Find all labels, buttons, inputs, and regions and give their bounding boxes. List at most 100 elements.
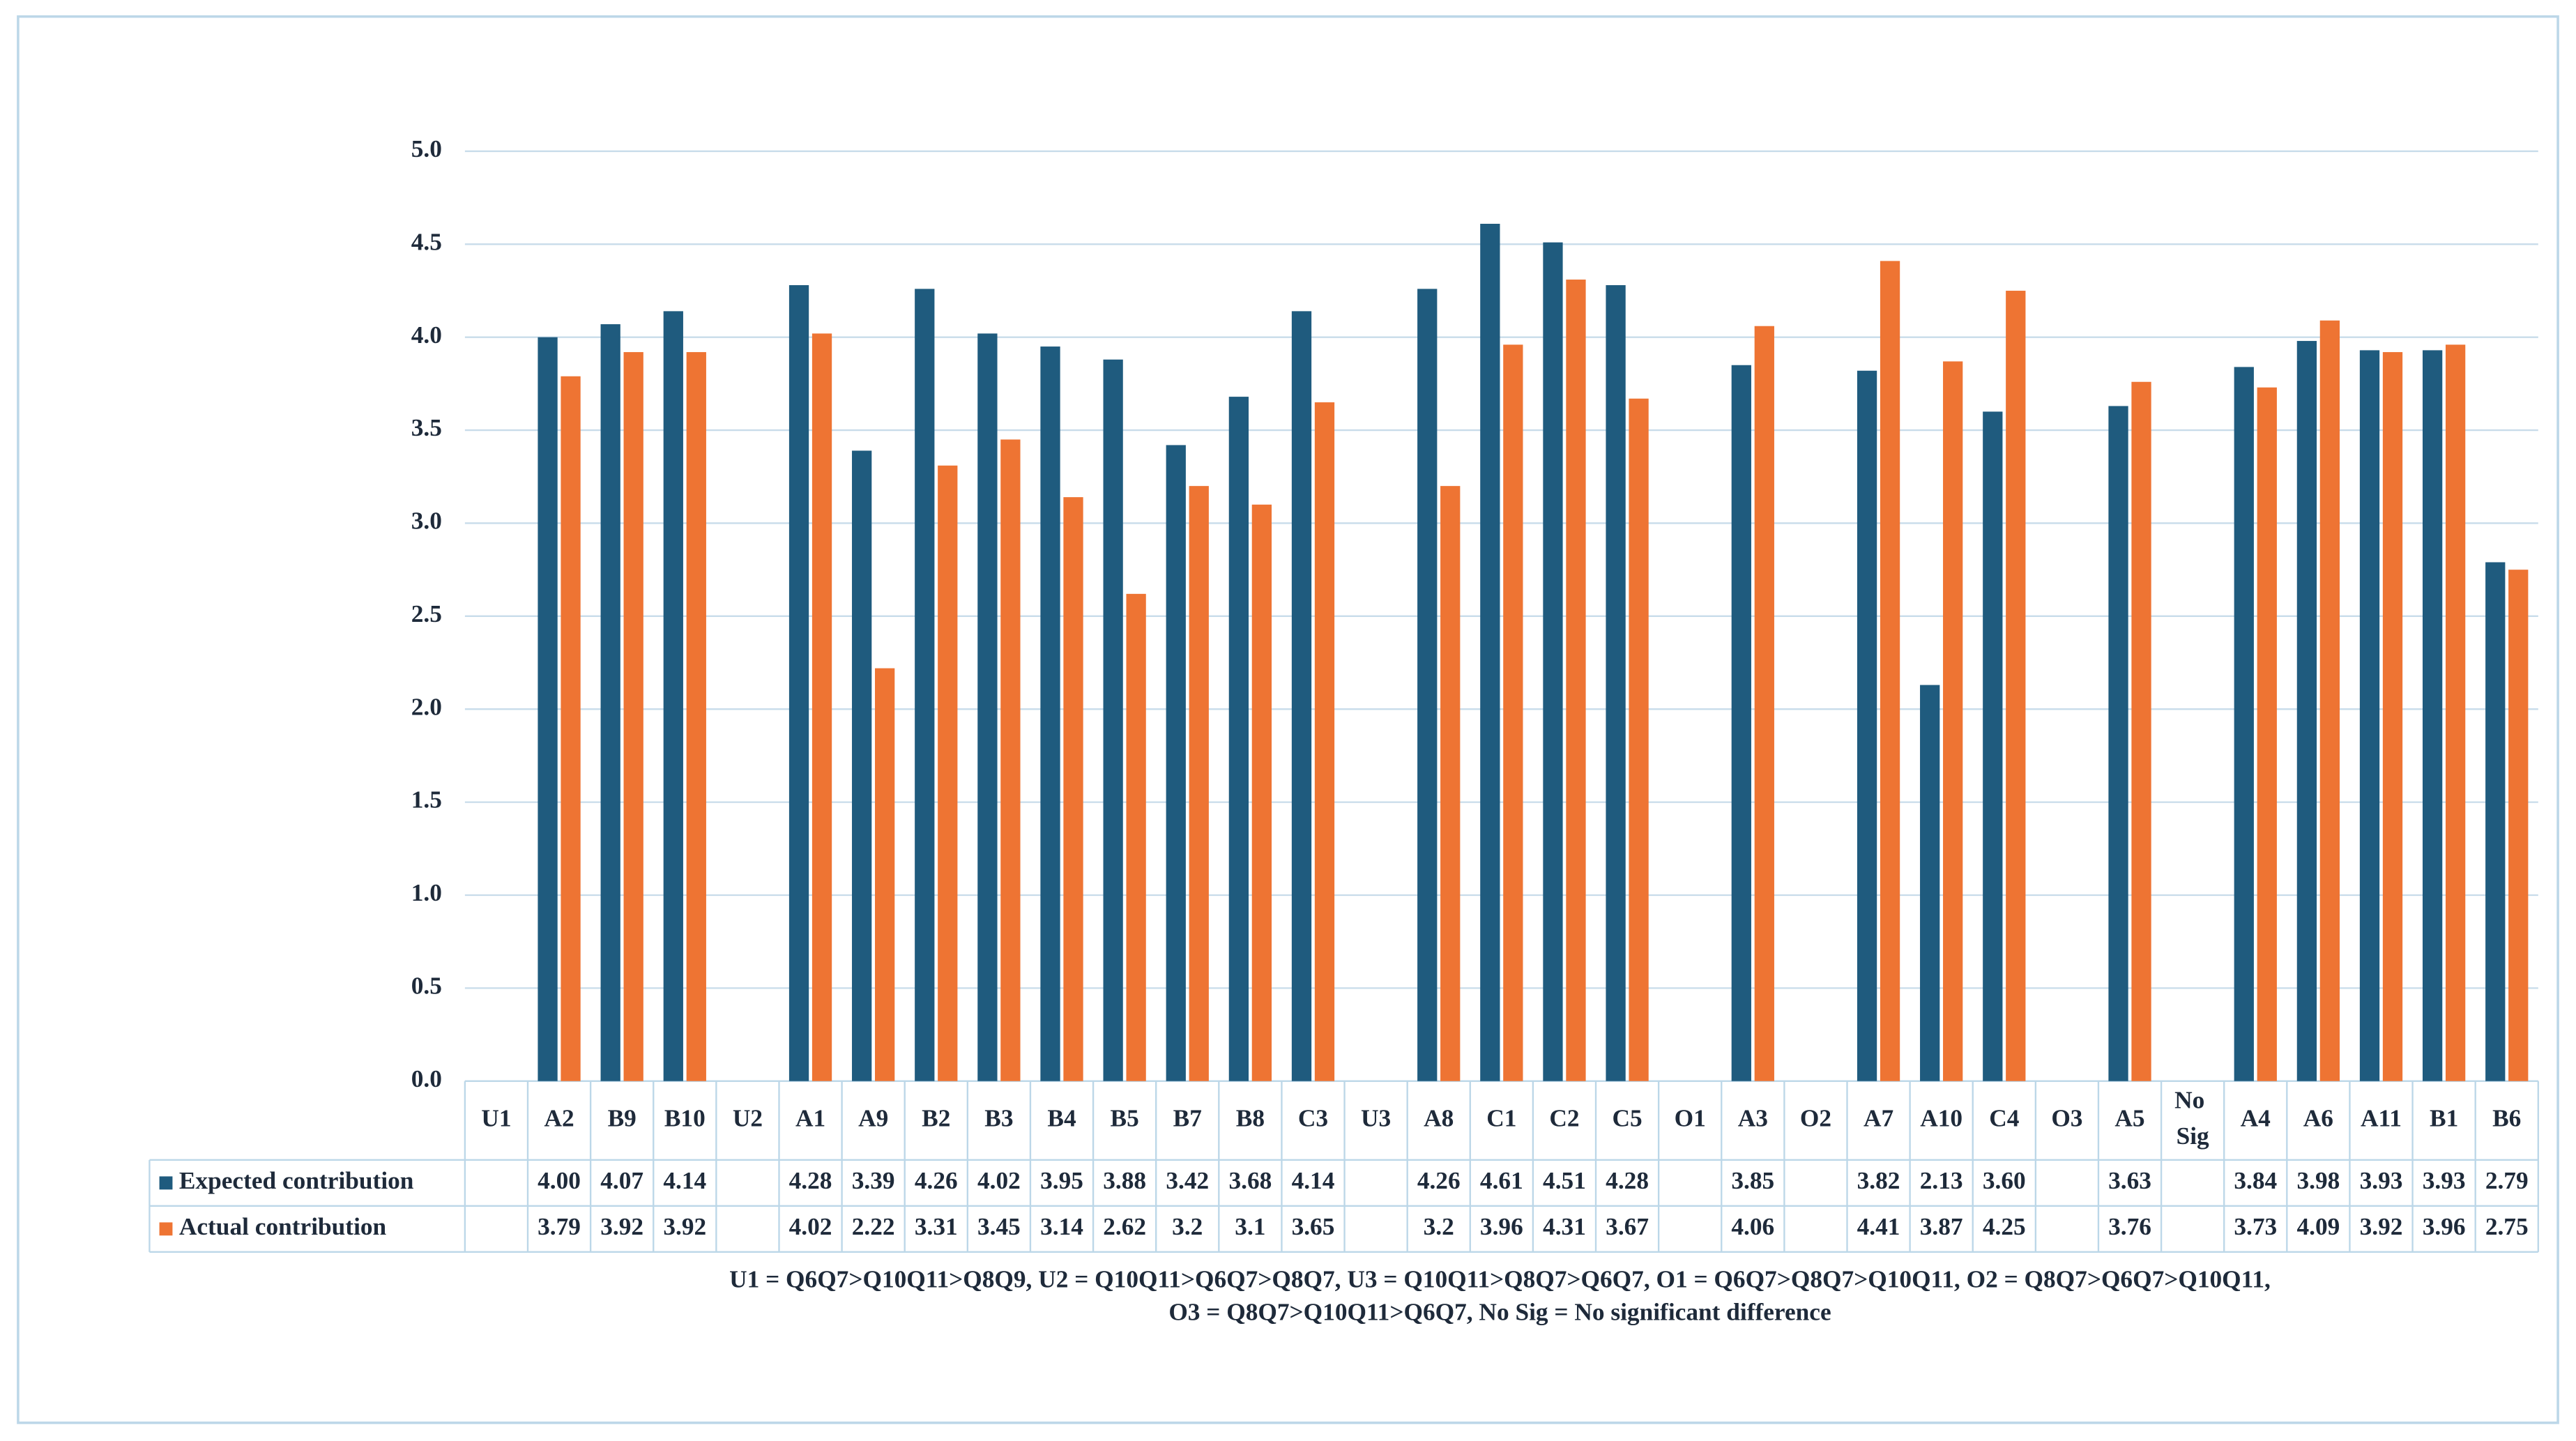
data-label: 4.41 [1857,1213,1900,1240]
bar [2257,387,2277,1081]
data-label: 3.65 [1292,1213,1335,1240]
bar [1606,285,1626,1081]
data-label: 4.02 [789,1213,832,1240]
y-tick-label: 4.0 [411,321,442,349]
data-label: 3.82 [1857,1167,1900,1194]
data-label: 3.2 [1172,1213,1203,1240]
data-label: 3.85 [1731,1167,1774,1194]
bar [538,337,558,1081]
bar [2485,562,2506,1081]
bar [1983,411,2003,1081]
data-label: 4.31 [1543,1213,1586,1240]
data-label: 4.02 [977,1167,1021,1194]
data-label: 4.28 [789,1167,832,1194]
x-tick-label: A7 [1864,1104,1893,1131]
x-tick-label: A3 [1738,1104,1768,1131]
x-tick-label: No Sig [2174,1086,2211,1150]
data-label: 4.51 [1543,1167,1586,1194]
data-label: 3.14 [1040,1213,1083,1240]
x-tick-label: B10 [664,1104,706,1131]
x-tick-label: B7 [1173,1104,1202,1131]
bar [1251,504,1272,1081]
legend-label: Actual contribution [179,1213,387,1240]
x-tick-label: O2 [1800,1104,1831,1131]
bar [1314,402,1335,1081]
x-tick-label: B4 [1047,1104,1076,1131]
data-label: 3.42 [1166,1167,1209,1194]
data-label: 3.79 [538,1213,581,1240]
x-tick-label: B5 [1111,1104,1139,1131]
y-tick-label: 2.0 [411,693,442,720]
data-label: 4.06 [1731,1213,1774,1240]
bar [2382,352,2403,1081]
x-tick-label: B6 [2492,1104,2521,1131]
bar [1040,346,1060,1081]
bar [686,352,706,1081]
y-tick-label: 3.0 [411,508,442,535]
bar [811,333,832,1081]
x-tick-label: A11 [2361,1104,2402,1131]
data-label: 3.76 [2108,1213,2151,1240]
data-label: 2.13 [1920,1167,1963,1194]
x-tick-label: B2 [922,1104,950,1131]
data-label: 3.39 [852,1167,895,1194]
data-label: 4.14 [1292,1167,1335,1194]
bar [2006,291,2026,1081]
bar [1000,439,1021,1081]
bar [1063,497,1083,1081]
bar [2445,344,2466,1081]
bar [1440,486,1461,1081]
bar [977,333,998,1081]
data-label: 3.63 [2108,1167,2151,1194]
bar [2296,341,2317,1081]
bar [1228,397,1249,1081]
x-tick-label: C1 [1486,1104,1516,1131]
bar [2422,350,2443,1081]
x-tick-label: U3 [1361,1104,1391,1131]
bar [2359,350,2380,1081]
bar [1480,224,1500,1081]
x-tick-label: U1 [481,1104,511,1131]
x-tick-label: B3 [984,1104,1013,1131]
data-label: 3.96 [1480,1213,1523,1240]
y-tick-label: 3.5 [411,414,442,441]
data-label: 3.96 [2423,1213,2466,1240]
bar [2508,570,2529,1081]
bar [1731,365,1751,1081]
x-tick-label: A9 [858,1104,888,1131]
x-tick-label: A5 [2114,1104,2144,1131]
bar [2234,367,2254,1081]
data-label: 3.92 [2360,1213,2403,1240]
bar [1920,685,1940,1081]
chart-border [17,15,2559,1424]
bar [2131,381,2151,1081]
data-label: 4.00 [538,1167,581,1194]
data-label: 4.25 [1983,1213,2026,1240]
bar [1543,242,1563,1081]
legend-label: Expected contribution [179,1167,414,1194]
x-tick-label: C2 [1549,1104,1579,1131]
bar [938,465,958,1081]
bar [788,285,809,1081]
legend-swatch [159,1176,173,1190]
bar [2319,320,2340,1081]
data-label: 2.75 [2485,1213,2529,1240]
bar [1103,359,1123,1081]
x-tick-label: O1 [1675,1104,1706,1131]
x-tick-label: B9 [608,1104,637,1131]
x-tick-label: C4 [1989,1104,2020,1131]
bar [623,352,643,1081]
bar [1126,593,1146,1081]
bar [663,311,683,1081]
data-label: 4.61 [1480,1167,1523,1194]
bar [1943,361,1963,1081]
data-label: 3.88 [1103,1167,1146,1194]
data-label: 4.14 [663,1167,706,1194]
bar [561,376,581,1081]
x-tick-label: O3 [2051,1104,2082,1131]
y-tick-label: 1.5 [411,786,442,814]
data-label: 3.93 [2423,1167,2466,1194]
data-label: 3.31 [915,1213,958,1240]
data-label: 3.68 [1228,1167,1272,1194]
